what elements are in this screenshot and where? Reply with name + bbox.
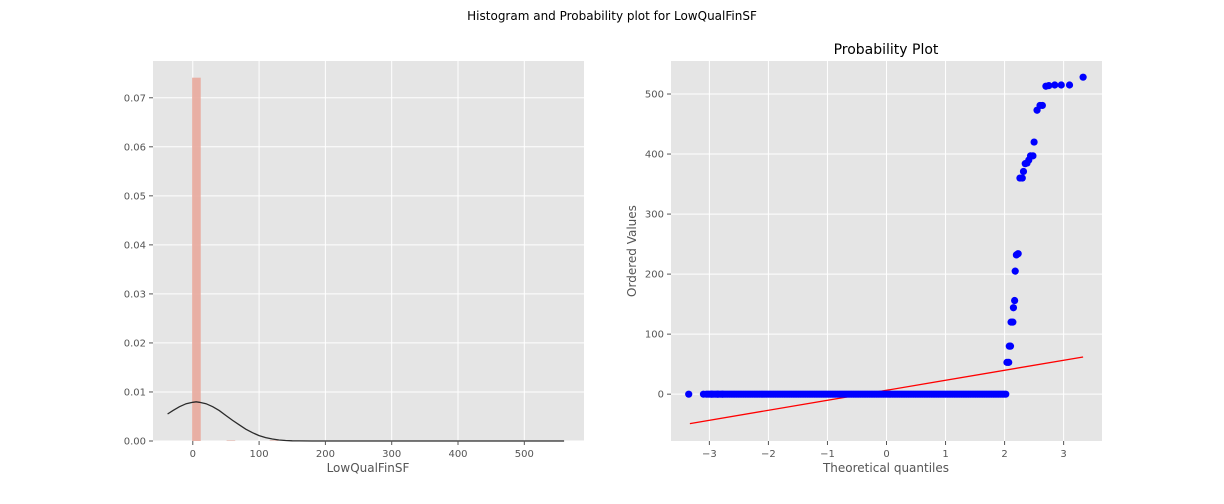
histogram-x-tick-label: 100 — [250, 449, 269, 460]
histogram-y-tick-label: 0.03 — [124, 289, 146, 300]
probability-point — [1038, 101, 1046, 110]
probability-grid — [671, 61, 1102, 441]
histogram-bar — [192, 77, 201, 442]
probability-y-tick-label: 200 — [645, 270, 664, 281]
probability-point — [1011, 267, 1019, 275]
probability-y-tick-label: 500 — [645, 90, 664, 101]
histogram-x-tick-label: 0 — [190, 449, 196, 460]
probability-x-tick-label: −2 — [761, 449, 776, 460]
probability-point — [1030, 138, 1038, 146]
histogram-y-tick-label: 0.07 — [124, 93, 146, 104]
probability-fit-line — [689, 356, 1084, 425]
probability-point — [1019, 167, 1028, 176]
probability-point — [1018, 174, 1026, 182]
histogram-x-tick-label: 200 — [316, 449, 335, 460]
probability-point — [1011, 296, 1019, 305]
probability-plot-title: Probability Plot — [834, 42, 939, 58]
probability-point — [1009, 318, 1017, 326]
histogram-y-tick-label: 0.06 — [124, 142, 146, 153]
histogram-bar — [269, 440, 279, 442]
histogram-x-ticks: 0 100 200 300 400 500 — [190, 441, 534, 460]
histogram-y-tick-label: 0.01 — [124, 387, 146, 398]
probability-point — [1005, 358, 1013, 366]
histogram-panel: 0 100 200 300 400 500 0.000.010.020.030.040.0… — [124, 61, 584, 475]
histogram-x-tick-label: 300 — [382, 449, 401, 460]
probability-y-axis-title: Ordered Values — [625, 205, 639, 297]
histogram-y-ticks: 0.00 0.01 0.02 0.03 0.04 0.05 0.06 0.07 — [124, 93, 153, 448]
probability-x-tick-label: −3 — [702, 449, 717, 460]
probability-point — [1045, 82, 1053, 90]
histogram-y-tick-label: 0.00 — [124, 437, 146, 448]
probability-point — [1051, 81, 1059, 89]
probability-point — [1014, 250, 1022, 258]
probability-point — [1079, 73, 1087, 81]
probability-y-tick-label: 0 — [658, 390, 664, 401]
histogram-x-tick-label: 500 — [515, 449, 534, 460]
probability-x-ticks: −3 −2 −1 0 1 2 3 — [702, 441, 1067, 460]
probability-x-tick-label: −1 — [820, 449, 835, 460]
histogram-y-tick-label: 0.05 — [124, 191, 146, 202]
probability-x-tick-label: 0 — [883, 449, 889, 460]
probability-point — [1029, 152, 1037, 160]
probability-point — [685, 390, 693, 398]
histogram-grid — [153, 61, 584, 442]
probability-point — [1006, 342, 1015, 350]
probability-y-ticks: 0 100 200 300 400 500 — [645, 90, 671, 401]
histogram-kde-curve — [167, 401, 565, 442]
probability-point — [1009, 304, 1018, 312]
probability-plot-panel: −3 −2 −1 0 1 2 3 0 100 200 300 400 500 Probability … — [625, 42, 1102, 475]
histogram-plot-area — [153, 61, 584, 441]
probability-y-tick-label: 300 — [645, 210, 664, 221]
probability-x-tick-label: 2 — [1001, 449, 1007, 460]
probability-y-tick-label: 100 — [645, 330, 664, 341]
probability-x-tick-label: 1 — [942, 449, 948, 460]
histogram-x-tick-label: 400 — [448, 449, 467, 460]
histogram-y-tick-label: 0.04 — [124, 240, 146, 251]
histogram-bar — [226, 440, 236, 442]
probability-point — [1065, 81, 1074, 89]
figure-suptitle: Histogram and Probability plot for LowQu… — [467, 9, 757, 23]
probability-points — [685, 73, 1087, 398]
probability-point — [1002, 390, 1010, 398]
probability-point — [1057, 81, 1065, 89]
probability-x-axis-title: Theoretical quantiles — [822, 461, 949, 475]
probability-x-tick-label: 3 — [1060, 449, 1066, 460]
histogram-x-axis-title: LowQualFinSF — [327, 461, 410, 475]
histogram-y-tick-label: 0.02 — [124, 338, 146, 349]
probability-y-tick-label: 400 — [645, 150, 664, 161]
